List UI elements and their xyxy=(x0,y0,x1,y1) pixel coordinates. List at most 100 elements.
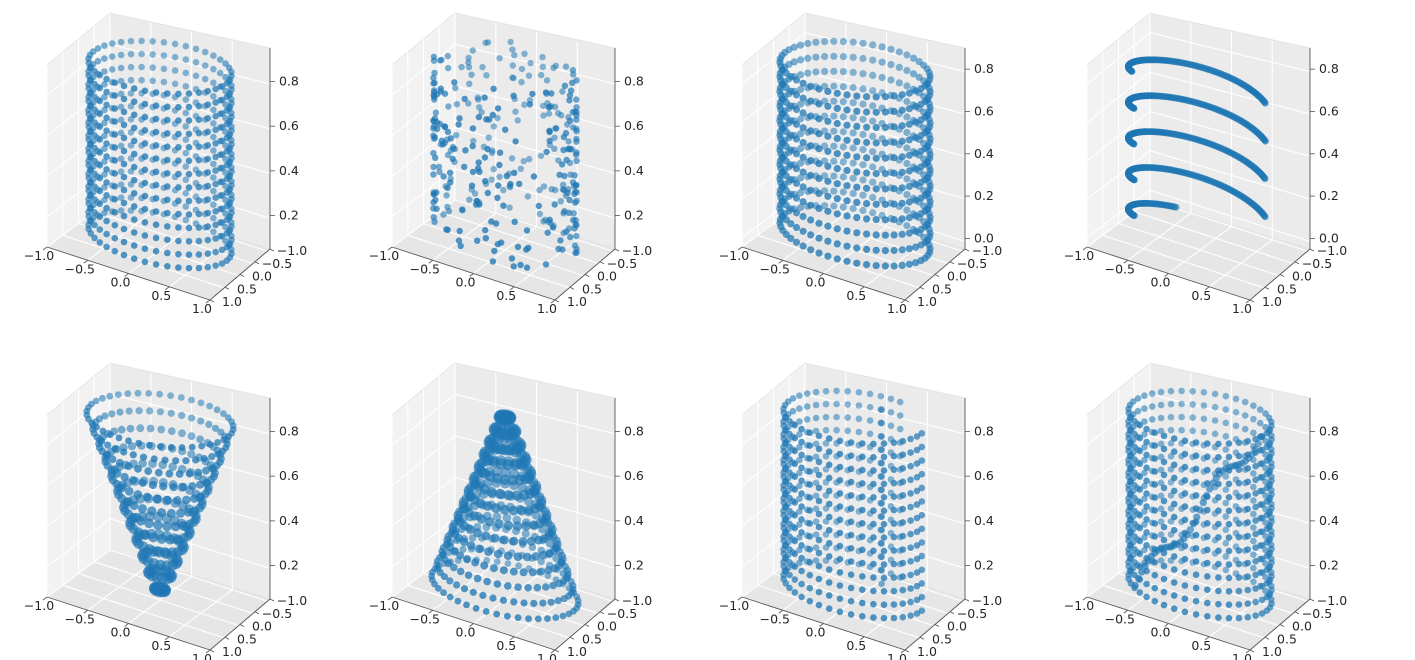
data-point xyxy=(866,390,874,398)
data-point xyxy=(907,530,914,538)
data-point xyxy=(796,521,803,528)
data-point xyxy=(815,601,823,609)
data-point xyxy=(530,599,538,607)
data-point xyxy=(433,125,441,133)
data-point xyxy=(853,153,861,161)
data-point xyxy=(204,101,212,108)
data-point xyxy=(847,452,855,459)
data-point xyxy=(863,261,871,269)
data-point xyxy=(872,216,880,224)
data-point xyxy=(859,176,867,184)
data-point xyxy=(786,482,793,489)
data-point xyxy=(130,85,138,92)
data-point xyxy=(878,73,886,82)
data-point xyxy=(895,48,903,56)
data-point xyxy=(844,427,851,435)
data-point xyxy=(786,417,793,425)
data-point xyxy=(1143,503,1150,510)
data-point xyxy=(787,220,795,228)
x-tick-label: 0.0 xyxy=(1151,625,1171,640)
data-point xyxy=(853,138,861,146)
x-tick xyxy=(737,246,743,251)
data-point xyxy=(869,209,877,217)
data-point xyxy=(1181,490,1189,497)
data-point xyxy=(1151,507,1159,514)
data-point xyxy=(812,518,820,525)
data-point xyxy=(1263,484,1271,492)
data-point xyxy=(859,520,866,527)
data-point xyxy=(824,117,832,125)
data-point xyxy=(182,69,190,77)
data-point xyxy=(138,50,145,58)
y-tick-label: 0.0 xyxy=(1292,269,1312,284)
z-tick-label: 0.8 xyxy=(624,74,644,89)
data-point xyxy=(1235,614,1243,622)
data-point xyxy=(869,56,877,64)
data-point xyxy=(164,249,171,257)
data-point xyxy=(836,529,844,537)
data-point xyxy=(1131,494,1138,502)
data-point xyxy=(96,226,104,233)
data-point xyxy=(1235,439,1243,446)
data-point xyxy=(182,136,190,143)
data-point xyxy=(151,546,163,557)
data-point xyxy=(476,514,487,524)
data-point xyxy=(206,402,214,410)
data-point xyxy=(799,153,807,161)
data-point xyxy=(1241,398,1249,406)
data-point xyxy=(797,71,805,79)
z-tick-label: 0.2 xyxy=(1319,558,1339,573)
data-point xyxy=(872,231,880,239)
data-point xyxy=(1252,462,1259,470)
data-point xyxy=(824,132,832,140)
data-point xyxy=(445,64,452,72)
data-point xyxy=(103,166,110,173)
gridline xyxy=(1149,518,1314,570)
data-point xyxy=(878,433,885,440)
data-point xyxy=(905,105,913,113)
data-point xyxy=(504,560,512,567)
data-point xyxy=(1151,468,1159,475)
data-point xyxy=(799,94,807,102)
data-point xyxy=(127,50,135,58)
data-point xyxy=(821,97,829,105)
y-tick xyxy=(269,598,275,602)
data-point xyxy=(797,100,805,108)
x-tick-label: 0.5 xyxy=(496,638,516,653)
data-point xyxy=(444,52,451,60)
x-tick-label: 0.5 xyxy=(1191,638,1211,653)
data-point xyxy=(495,458,507,470)
data-point xyxy=(786,507,793,515)
data-point xyxy=(111,196,119,203)
data-point xyxy=(164,130,171,137)
data-point xyxy=(1157,414,1165,422)
z-tick-label: 0.8 xyxy=(279,424,299,439)
data-point xyxy=(847,571,855,578)
data-point xyxy=(1215,560,1222,568)
y-tick xyxy=(209,649,215,653)
data-point xyxy=(212,140,219,147)
x-tick xyxy=(469,273,474,277)
data-point xyxy=(839,203,847,211)
data-point xyxy=(1263,470,1271,478)
gridline xyxy=(1118,222,1282,278)
data-point xyxy=(444,128,452,136)
gridline xyxy=(1208,239,1273,288)
z-tick-label: 0.6 xyxy=(974,104,994,119)
data-point xyxy=(1263,539,1271,546)
data-point xyxy=(218,137,226,145)
x-tick xyxy=(1245,299,1251,304)
data-point xyxy=(175,210,182,218)
data-point xyxy=(898,230,906,238)
z-tick-label: 0.4 xyxy=(279,513,299,528)
data-point xyxy=(182,96,190,103)
data-point xyxy=(844,414,851,421)
data-point xyxy=(546,216,553,223)
data-point xyxy=(786,520,793,528)
data-point xyxy=(210,187,217,195)
data-point xyxy=(797,159,805,167)
data-point xyxy=(791,576,799,583)
data-point xyxy=(898,168,906,176)
data-point xyxy=(108,66,116,73)
data-point xyxy=(890,493,898,500)
